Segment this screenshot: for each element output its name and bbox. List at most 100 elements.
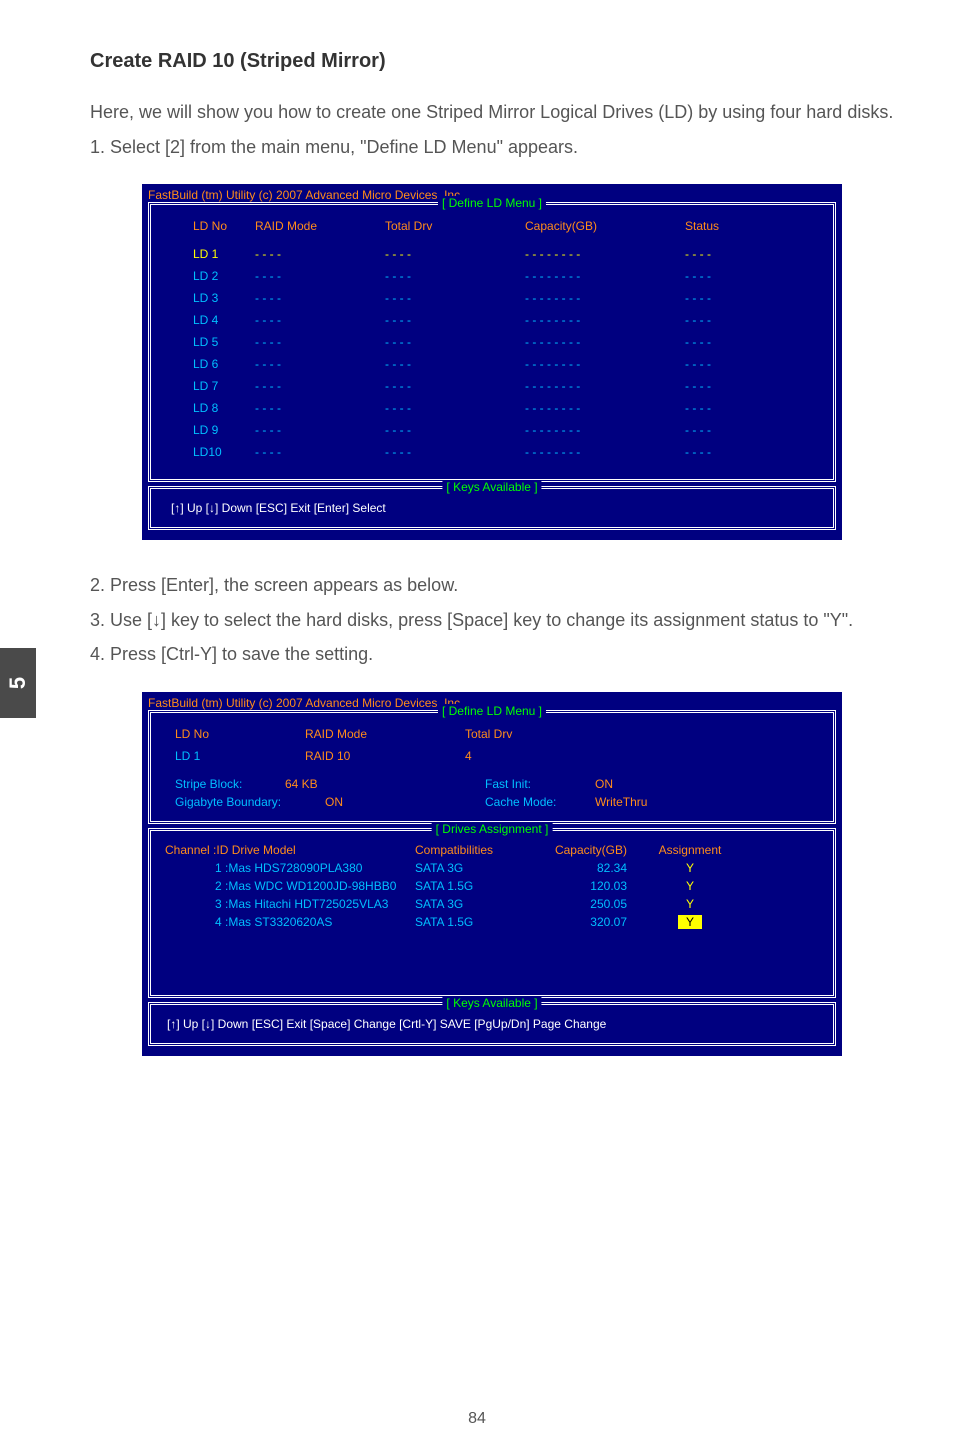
drv-channel: 1 :Mas HDS728090PLA380 — [165, 861, 415, 875]
b2-raid-lbl: RAID Mode — [305, 727, 465, 741]
drv-assignment: Y — [645, 897, 735, 911]
drive-row: 4 :Mas ST3320620ASSATA 1.5G320.07Y — [165, 913, 819, 931]
ld-raid: - - - - — [255, 379, 385, 393]
hdr-totaldrv: Total Drv — [385, 219, 525, 233]
drv-capacity: 250.05 — [535, 897, 645, 911]
hdr-status: Status — [685, 219, 765, 233]
dh-channel: Channel :ID Drive Model — [165, 843, 415, 857]
ld-stat: - - - - — [685, 401, 765, 415]
bios2-drv-header: Channel :ID Drive Model Compatibilities … — [165, 841, 819, 859]
ld-no: LD 1 — [165, 247, 255, 261]
ld-row: LD 5- - - -- - - -- - - - - - - -- - - - — [165, 331, 819, 353]
bios2-keys: [↑] Up [↓] Down [ESC] Exit [Space] Chang… — [161, 1013, 823, 1035]
drive-row: 3 :Mas Hitachi HDT725025VLA3SATA 3G250.0… — [165, 895, 819, 913]
b2-ldno-lbl: LD No — [175, 727, 305, 741]
ld-cap: - - - - - - - - — [525, 335, 685, 349]
b2-tot-lbl: Total Drv — [465, 727, 585, 741]
b2-raid-val: RAID 10 — [305, 749, 465, 763]
b2-fast-lbl: Fast Init: — [485, 777, 595, 791]
ld-no: LD 2 — [165, 269, 255, 283]
ld-cap: - - - - - - - - — [525, 313, 685, 327]
ld-tot: - - - - — [385, 423, 525, 437]
bios1-header-row: LD No RAID Mode Total Drv Capacity(GB) S… — [165, 215, 819, 237]
bios1-frame-define: [ Define LD Menu ] LD No RAID Mode Total… — [148, 202, 836, 482]
asg-value: Y — [686, 861, 694, 875]
ld-raid: - - - - — [255, 401, 385, 415]
drive-row: 1 :Mas HDS728090PLA380SATA 3G82.34Y — [165, 859, 819, 877]
ld-raid: - - - - — [255, 335, 385, 349]
ld-cap: - - - - - - - - — [525, 357, 685, 371]
ld-row: LD 7- - - -- - - -- - - - - - - -- - - - — [165, 375, 819, 397]
drv-assignment: Y — [645, 861, 735, 875]
asg-value: Y — [686, 897, 694, 911]
drv-assignment: Y — [645, 915, 735, 929]
ld-no: LD 9 — [165, 423, 255, 437]
drv-compat: SATA 3G — [415, 897, 535, 911]
drv-capacity: 320.07 — [535, 915, 645, 929]
bios-screenshot-2: FastBuild (tm) Utility (c) 2007 Advanced… — [142, 692, 842, 1056]
bios1-frame-keys: [ Keys Available ] [↑] Up [↓] Down [ESC]… — [148, 486, 836, 530]
ld-stat: - - - - — [685, 445, 765, 459]
ld-stat: - - - - — [685, 269, 765, 283]
ld-row: LD 1- - - -- - - -- - - - - - - -- - - - — [165, 243, 819, 265]
ld-tot: - - - - — [385, 313, 525, 327]
dh-capacity: Capacity(GB) — [535, 843, 645, 857]
ld-no: LD 4 — [165, 313, 255, 327]
b2-cache-val: WriteThru — [595, 795, 675, 809]
ld-no: LD10 — [165, 445, 255, 459]
drv-capacity: 82.34 — [535, 861, 645, 875]
bios2-frame-keys: [ Keys Available ] [↑] Up [↓] Down [ESC]… — [148, 1002, 836, 1046]
ld-no: LD 6 — [165, 357, 255, 371]
bios2-frame-drives: [ Drives Assignment ] Channel :ID Drive … — [148, 828, 836, 998]
ld-cap: - - - - - - - - — [525, 401, 685, 415]
dh-assignment: Assignment — [645, 843, 735, 857]
b2-stripe-lbl: Stripe Block: — [175, 777, 285, 791]
step-3: 3. Use [↓] key to select the hard disks,… — [90, 605, 894, 636]
ld-row: LD 2- - - -- - - -- - - - - - - -- - - - — [165, 265, 819, 287]
ld-raid: - - - - — [255, 247, 385, 261]
dh-compat: Compatibilities — [415, 843, 535, 857]
bios1-keys: [↑] Up [↓] Down [ESC] Exit [Enter] Selec… — [165, 497, 819, 519]
ld-tot: - - - - — [385, 357, 525, 371]
ld-tot: - - - - — [385, 379, 525, 393]
ld-cap: - - - - - - - - — [525, 247, 685, 261]
ld-cap: - - - - - - - - — [525, 379, 685, 393]
ld-row: LD 8- - - -- - - -- - - - - - - -- - - - — [165, 397, 819, 419]
b2-fast-val: ON — [595, 777, 675, 791]
chapter-number: 5 — [5, 677, 31, 689]
step-2: 2. Press [Enter], the screen appears as … — [90, 570, 894, 601]
ld-tot: - - - - — [385, 401, 525, 415]
ld-no: LD 7 — [165, 379, 255, 393]
ld-raid: - - - - — [255, 291, 385, 305]
ld-tot: - - - - — [385, 335, 525, 349]
chapter-tab: 5 — [0, 648, 36, 718]
bios2-frame-define: [ Define LD Menu ] LD No RAID Mode Total… — [148, 710, 836, 824]
intro-paragraph: Here, we will show you how to create one… — [90, 97, 894, 128]
ld-stat: - - - - — [685, 247, 765, 261]
ld-no: LD 5 — [165, 335, 255, 349]
ld-row: LD 9- - - -- - - -- - - - - - - -- - - - — [165, 419, 819, 441]
bios2-frame1-label: [ Define LD Menu ] — [438, 704, 546, 718]
bios-screenshot-1: FastBuild (tm) Utility (c) 2007 Advanced… — [142, 184, 842, 540]
ld-stat: - - - - — [685, 291, 765, 305]
asg-value: Y — [686, 879, 694, 893]
bios2-frame2-label: [ Drives Assignment ] — [432, 822, 553, 836]
ld-cap: - - - - - - - - — [525, 423, 685, 437]
asg-highlight: Y — [678, 915, 702, 929]
b2-tot-val: 4 — [465, 749, 585, 763]
ld-stat: - - - - — [685, 357, 765, 371]
b2-ldno-val: LD 1 — [175, 749, 305, 763]
drive-row: 2 :Mas WDC WD1200JD-98HBB0SATA 1.5G120.0… — [165, 877, 819, 895]
drv-capacity: 120.03 — [535, 879, 645, 893]
ld-raid: - - - - — [255, 269, 385, 283]
ld-stat: - - - - — [685, 423, 765, 437]
ld-no: LD 3 — [165, 291, 255, 305]
ld-no: LD 8 — [165, 401, 255, 415]
drv-channel: 3 :Mas Hitachi HDT725025VLA3 — [165, 897, 415, 911]
ld-tot: - - - - — [385, 269, 525, 283]
ld-raid: - - - - — [255, 445, 385, 459]
b2-stripe-val: 64 KB — [285, 777, 485, 791]
ld-row: LD 4- - - -- - - -- - - - - - - -- - - - — [165, 309, 819, 331]
ld-cap: - - - - - - - - — [525, 269, 685, 283]
hdr-ldno: LD No — [165, 219, 255, 233]
